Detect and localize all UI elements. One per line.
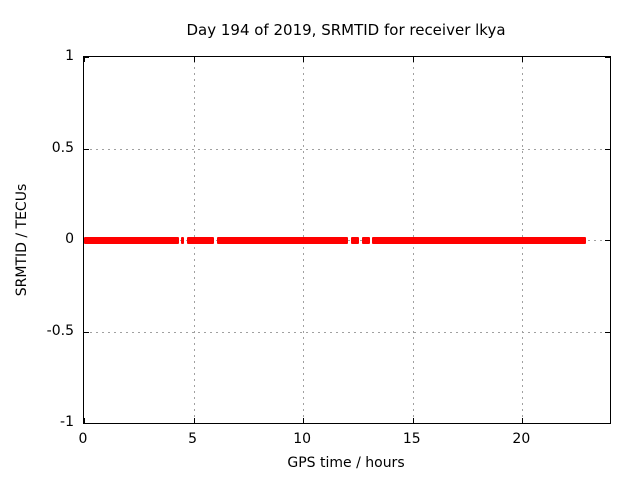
data-segment xyxy=(350,237,360,244)
x-tick-label: 5 xyxy=(188,431,198,447)
x-tick-mark xyxy=(193,57,195,62)
x-tick-mark xyxy=(412,57,414,62)
y-grid-line xyxy=(84,331,610,333)
y-tick-label: -1 xyxy=(60,414,74,430)
data-segment xyxy=(186,237,214,244)
y-tick-mark xyxy=(84,331,89,333)
data-segment xyxy=(180,237,184,244)
y-tick-mark xyxy=(84,148,89,150)
data-segment xyxy=(216,237,349,244)
x-tick-mark xyxy=(303,418,305,423)
y-tick-label: -0.5 xyxy=(46,322,74,339)
x-tick-label: 15 xyxy=(402,431,421,447)
y-tick-mark xyxy=(605,240,610,241)
y-tick-mark xyxy=(605,331,610,333)
y-tick-mark xyxy=(605,423,610,424)
data-segment xyxy=(371,237,587,244)
x-tick-mark xyxy=(84,57,85,62)
x-tick-mark xyxy=(84,418,85,423)
y-grid-line xyxy=(84,148,610,150)
y-tick-mark xyxy=(84,57,89,58)
data-segment xyxy=(84,237,179,244)
y-axis-label: SRMTID / TECUs xyxy=(14,183,30,297)
y-tick-mark xyxy=(84,423,89,424)
y-tick-label: 0 xyxy=(65,231,74,247)
x-tick-mark xyxy=(412,418,414,423)
x-tick-label: 10 xyxy=(293,431,312,447)
plot-area xyxy=(83,56,611,424)
x-tick-label: 0 xyxy=(78,431,88,447)
x-tick-mark xyxy=(522,418,524,423)
x-tick-mark xyxy=(522,57,524,62)
y-tick-mark xyxy=(605,57,610,58)
x-tick-mark xyxy=(303,57,305,62)
x-tick-mark xyxy=(193,418,195,423)
y-tick-label: 0.5 xyxy=(51,139,74,156)
y-tick-label: 1 xyxy=(65,48,74,64)
data-segment xyxy=(361,237,370,244)
y-tick-mark xyxy=(605,148,610,150)
x-tick-label: 20 xyxy=(512,431,531,447)
chart-title: Day 194 of 2019, SRMTID for receiver lky… xyxy=(186,21,506,39)
x-axis-label: GPS time / hours xyxy=(287,455,405,471)
